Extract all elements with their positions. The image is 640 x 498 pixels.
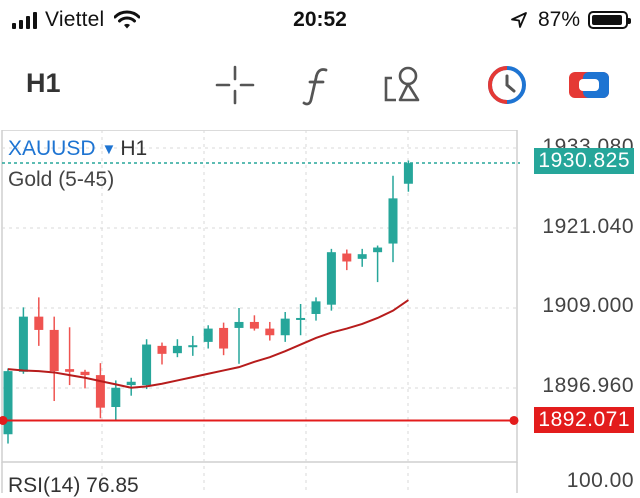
candle-body [249,321,259,329]
moving-average-line [7,299,409,389]
drawing-tools-icon[interactable] [382,64,424,106]
indicator-legend[interactable]: Gold (5-45) [8,168,115,191]
chart-frame [1,130,518,463]
chart-area[interactable]: XAUUSD ▼ H1 Gold (5-45) 1933.080 1930.82… [0,130,640,497]
candle-body [203,328,213,342]
symbol-name[interactable]: XAUUSD [8,137,96,160]
price-chart[interactable] [0,130,640,493]
candle-body [188,345,198,348]
dropdown-arrow-icon[interactable]: ▼ [101,140,117,158]
candle-body [18,316,28,372]
candle-body [265,328,275,336]
crosshair-icon[interactable] [214,64,256,106]
candle-body [219,327,229,349]
candle-body [3,371,13,435]
price-axis-label: 1896.960 [542,374,634,397]
candle-body [142,344,152,386]
candle-body [95,375,105,408]
candle-body [234,321,244,328]
candle-body [326,252,336,305]
price-axis-label: 1909.000 [542,294,634,317]
current-price-tag: 1930.825 [534,148,634,174]
clock-history-icon[interactable] [486,64,528,106]
horizontal-line-handle [509,415,519,425]
candle-body [172,345,182,354]
candle-body [111,387,121,408]
rsi-axis-label: 100.00 [566,469,634,492]
carrier-name: Viettel [45,8,105,31]
clock: 20:52 [293,8,347,31]
price-axis-label: 1921.040 [542,215,634,238]
candle-body [311,301,321,314]
wifi-icon [114,10,141,29]
candle-body [34,316,44,330]
horizontal-line-handle [0,415,8,425]
candle-body [342,253,352,262]
candle-body [388,198,398,244]
signal-strength-icon [12,11,37,29]
status-left: Viettel [12,8,141,32]
timeframe-button[interactable]: H1 [26,68,61,98]
candle-body [357,254,367,259]
candle-body [296,317,306,320]
candle-body [65,369,75,372]
candle-body [49,329,59,372]
battery-percent: 87% [537,8,580,31]
chart-toolbar: H1 [0,48,640,120]
location-arrow-icon [511,12,527,28]
toggle-panel-icon[interactable] [568,64,610,106]
candle-body [280,318,290,336]
symbol-selector[interactable]: XAUUSD ▼ H1 [8,137,147,161]
candle-body [403,163,413,184]
status-bar: Viettel 20:52 87% [0,0,640,42]
rsi-indicator-label[interactable]: RSI(14) 76.85 [8,474,139,497]
candle-body [157,345,167,354]
status-right: 87% [510,8,631,32]
function-icon[interactable] [298,64,340,106]
battery-icon [588,11,631,29]
candle-body [373,247,383,253]
symbol-timeframe: H1 [120,137,148,160]
horizontal-line-price-tag[interactable]: 1892.071 [534,407,634,433]
candle-body [126,381,136,386]
candle-body [80,371,90,376]
